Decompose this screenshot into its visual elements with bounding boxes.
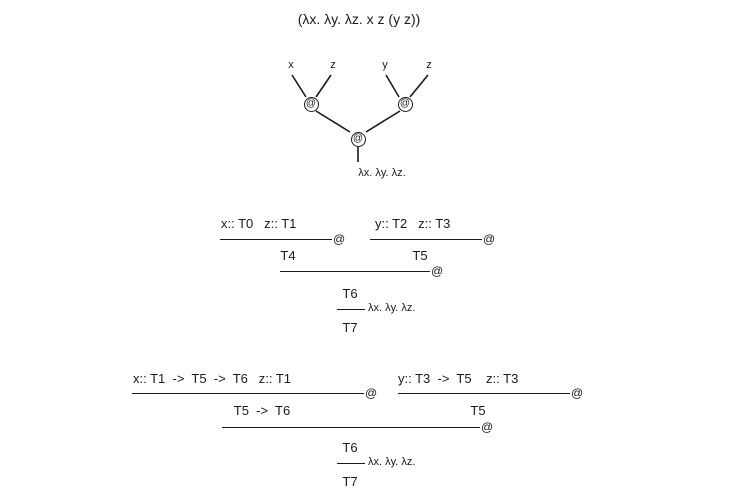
application-marker: @ — [365, 386, 378, 400]
premises-right: y:: T3 -> T5 z:: T3 — [398, 371, 519, 386]
application-marker: @ — [481, 420, 494, 434]
result-left: T5 -> T6 — [233, 403, 291, 418]
final-type: T7 — [342, 474, 358, 489]
premises-left: x:: T0 z:: T1 — [221, 216, 297, 231]
combined-type: T6 — [342, 440, 358, 455]
inference-rule-combine — [222, 427, 480, 428]
inference-rule-left — [132, 393, 364, 394]
combined-type: T6 — [342, 286, 358, 301]
tree-application-node: @ — [397, 96, 413, 112]
tree-leaf-z: z — [330, 59, 336, 71]
inference-rule-right — [398, 393, 570, 394]
abstraction-label: λx. λy. λz. — [368, 302, 416, 314]
tree-edge-right-app — [365, 110, 401, 133]
application-marker: @ — [483, 232, 496, 246]
application-marker: @ — [333, 232, 346, 246]
tree-application-node: @ — [350, 131, 366, 147]
tree-leaf-z: z — [426, 59, 432, 71]
inference-rule-combine — [280, 271, 430, 272]
application-marker: @ — [431, 264, 444, 278]
inference-rule-abstraction — [337, 463, 365, 464]
tree-edge-left-app — [315, 110, 351, 133]
tree-edge-z1 — [315, 74, 332, 98]
tree-root-abstraction: λx. λy. λz. — [358, 167, 406, 179]
lambda-expression-title: (λx. λy. λz. x z (y z)) — [297, 11, 421, 27]
inference-rule-left — [220, 239, 332, 240]
tree-edge-y — [385, 74, 400, 98]
premises-right: y:: T2 z:: T3 — [375, 216, 451, 231]
result-left: T4 — [280, 248, 296, 263]
tree-edge-x — [291, 74, 307, 98]
abstraction-label: λx. λy. λz. — [368, 456, 416, 468]
inference-rule-abstraction — [337, 309, 365, 310]
final-type: T7 — [342, 320, 358, 335]
result-right: T5 — [412, 248, 428, 263]
tree-application-node: @ — [303, 96, 319, 112]
tree-leaf-x: x — [288, 59, 294, 71]
inference-rule-right — [370, 239, 482, 240]
application-marker: @ — [571, 386, 584, 400]
result-right: T5 — [470, 403, 486, 418]
tree-edge-z2 — [409, 74, 429, 98]
tree-leaf-y: y — [382, 59, 388, 71]
premises-left: x:: T1 -> T5 -> T6 z:: T1 — [133, 371, 291, 386]
